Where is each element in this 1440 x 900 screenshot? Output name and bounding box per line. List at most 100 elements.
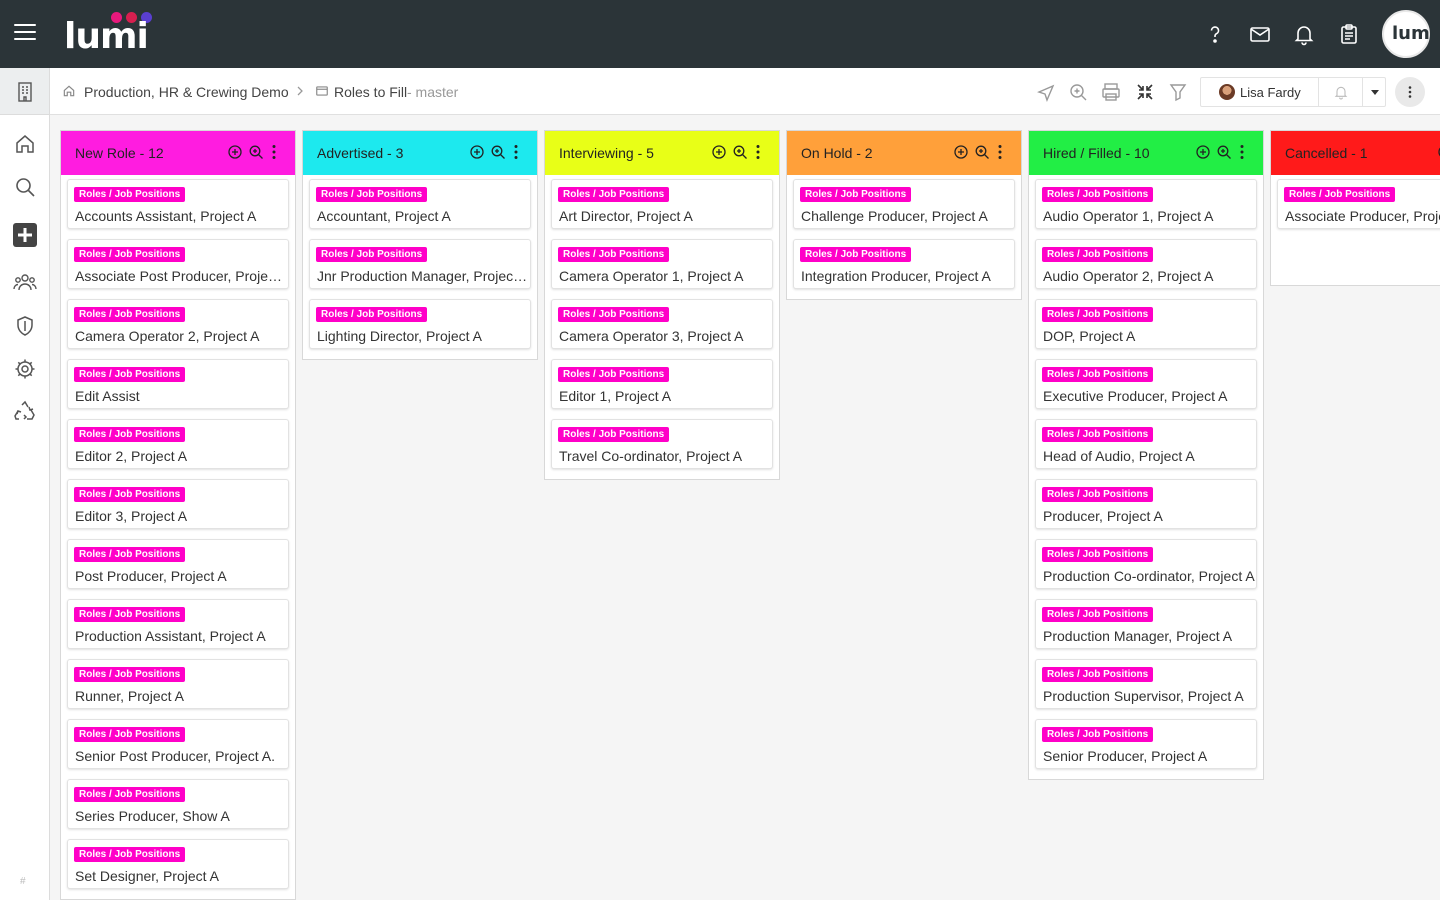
card[interactable]: Roles / Job Positions Editor 2, Project A [67, 419, 289, 469]
card[interactable]: Roles / Job Positions Editor 1, Project A [551, 359, 773, 409]
card-title: Head of Audio, Project A [1043, 448, 1195, 464]
add-card-icon[interactable] [1195, 144, 1211, 160]
add-card-icon[interactable] [469, 144, 485, 160]
card[interactable]: Roles / Job Positions Production Manager,… [1035, 599, 1257, 649]
card-title: Audio Operator 1, Project A [1043, 208, 1214, 224]
home-icon[interactable] [62, 84, 76, 98]
user-selector[interactable]: Lisa Fardy [1200, 77, 1386, 107]
add-card-icon[interactable] [1437, 144, 1440, 160]
card-tag: Roles / Job Positions [74, 487, 186, 502]
card-title: Series Producer, Show A [75, 808, 230, 824]
lumi-logo[interactable]: lumi [64, 10, 164, 58]
gear-icon[interactable] [13, 357, 37, 381]
add-card-icon[interactable] [953, 144, 969, 160]
user-notifications[interactable] [1318, 78, 1362, 106]
card[interactable]: Roles / Job Positions Travel Co-ordinator… [551, 419, 773, 469]
people-icon[interactable] [13, 270, 37, 294]
sidebar-header [0, 68, 49, 115]
account-avatar[interactable]: lumi [1382, 10, 1436, 58]
column-menu-icon[interactable] [992, 144, 1008, 160]
building-icon[interactable] [13, 80, 37, 104]
user-avatar [1219, 84, 1235, 100]
card[interactable]: Roles / Job Positions Senior Producer, Pr… [1035, 719, 1257, 769]
card-tag: Roles / Job Positions [558, 307, 670, 322]
card[interactable]: Roles / Job Positions Executive Producer,… [1035, 359, 1257, 409]
clipboard-icon[interactable] [1337, 22, 1361, 46]
recycle-icon[interactable] [13, 400, 37, 424]
bell-icon[interactable] [1292, 22, 1316, 46]
breadcrumb-board[interactable]: Roles to Fill [334, 84, 408, 100]
card[interactable]: Roles / Job Positions Accountant, Project… [309, 179, 531, 229]
card[interactable]: Roles / Job Positions Production Co-ordin… [1035, 539, 1257, 589]
logo-text: lumi [64, 16, 149, 57]
card-title: Camera Operator 3, Project A [559, 328, 744, 344]
send-icon[interactable] [1030, 76, 1062, 108]
card-title: Lighting Director, Project A [317, 328, 482, 344]
card[interactable]: Roles / Job Positions Senior Post Produce… [67, 719, 289, 769]
column-header: Hired / Filled - 10 [1029, 131, 1263, 175]
hamburger-menu-icon[interactable] [14, 24, 36, 44]
search-icon[interactable] [13, 175, 37, 199]
user-dropdown[interactable] [1362, 78, 1386, 106]
card[interactable]: Roles / Job Positions Associate Post Prod… [67, 239, 289, 289]
card[interactable]: Roles / Job Positions Series Producer, Sh… [67, 779, 289, 829]
mail-icon[interactable] [1248, 22, 1272, 46]
card[interactable]: Roles / Job Positions Runner, Project A [67, 659, 289, 709]
zoom-column-icon[interactable] [974, 144, 990, 160]
card-tag: Roles / Job Positions [316, 307, 428, 322]
card[interactable]: Roles / Job Positions Production Supervis… [1035, 659, 1257, 709]
help-icon[interactable] [1203, 22, 1227, 46]
zoom-column-icon[interactable] [248, 144, 264, 160]
card-tag: Roles / Job Positions [74, 367, 186, 382]
card[interactable]: Roles / Job Positions Associate Producer,… [1277, 179, 1440, 229]
card[interactable]: Roles / Job Positions Camera Operator 1, … [551, 239, 773, 289]
card[interactable]: Roles / Job Positions Integration Produce… [793, 239, 1015, 289]
card[interactable]: Roles / Job Positions Camera Operator 3, … [551, 299, 773, 349]
zoom-icon[interactable] [1062, 76, 1094, 108]
card[interactable]: Roles / Job Positions Challenge Producer,… [793, 179, 1015, 229]
card[interactable]: Roles / Job Positions Edit Assist [67, 359, 289, 409]
card[interactable]: Roles / Job Positions Editor 3, Project A [67, 479, 289, 529]
shield-icon[interactable] [13, 314, 37, 338]
card[interactable]: Roles / Job Positions Jnr Production Mana… [309, 239, 531, 289]
collapse-icon[interactable] [1129, 76, 1161, 108]
filter-icon[interactable] [1162, 76, 1194, 108]
card[interactable]: Roles / Job Positions DOP, Project A [1035, 299, 1257, 349]
logo-dot [126, 12, 137, 23]
column-title: Hired / Filled - 10 [1043, 145, 1150, 161]
column-menu-icon[interactable] [266, 144, 282, 160]
more-options-button[interactable] [1395, 77, 1425, 107]
zoom-column-icon[interactable] [1216, 144, 1232, 160]
card-title: Camera Operator 2, Project A [75, 328, 260, 344]
add-card-icon[interactable] [711, 144, 727, 160]
add-icon[interactable] [13, 223, 37, 247]
logo-dot [141, 12, 152, 23]
column-header: Advertised - 3 [303, 131, 537, 175]
card[interactable]: Roles / Job Positions Camera Operator 2, … [67, 299, 289, 349]
card[interactable]: Roles / Job Positions Accounts Assistant,… [67, 179, 289, 229]
card[interactable]: Roles / Job Positions Lighting Director, … [309, 299, 531, 349]
card[interactable]: Roles / Job Positions Production Assistan… [67, 599, 289, 649]
column-menu-icon[interactable] [750, 144, 766, 160]
card-tag: Roles / Job Positions [74, 547, 186, 562]
card[interactable]: Roles / Job Positions Art Director, Proje… [551, 179, 773, 229]
zoom-column-icon[interactable] [732, 144, 748, 160]
breadcrumb-workspace[interactable]: Production, HR & Crewing Demo [84, 84, 289, 100]
card-tag: Roles / Job Positions [74, 427, 186, 442]
zoom-column-icon[interactable] [490, 144, 506, 160]
card[interactable]: Roles / Job Positions Set Designer, Proje… [67, 839, 289, 889]
board-icon [316, 86, 328, 96]
card[interactable]: Roles / Job Positions Audio Operator 2, P… [1035, 239, 1257, 289]
card[interactable]: Roles / Job Positions Audio Operator 1, P… [1035, 179, 1257, 229]
card[interactable]: Roles / Job Positions Post Producer, Proj… [67, 539, 289, 589]
column-menu-icon[interactable] [1234, 144, 1250, 160]
home-icon[interactable] [13, 132, 37, 156]
print-icon[interactable] [1095, 76, 1127, 108]
column-menu-icon[interactable] [508, 144, 524, 160]
card-title: Producer, Project A [1043, 508, 1163, 524]
column-title: Advertised - 3 [317, 145, 404, 161]
card[interactable]: Roles / Job Positions Producer, Project A [1035, 479, 1257, 529]
card[interactable]: Roles / Job Positions Head of Audio, Proj… [1035, 419, 1257, 469]
add-card-icon[interactable] [227, 144, 243, 160]
card-title: Challenge Producer, Project A [801, 208, 988, 224]
